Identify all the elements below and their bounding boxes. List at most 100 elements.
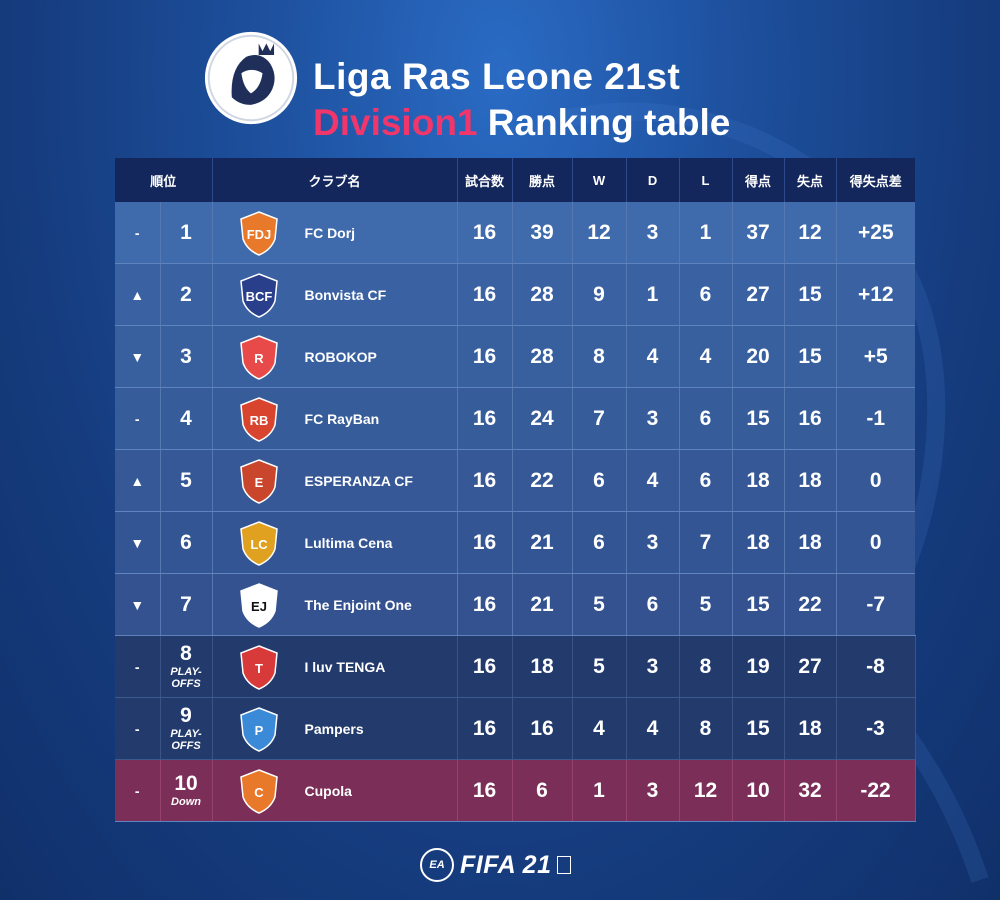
table-row: ▼ 7 EJ The Enjoint One 16 21 5 6 5 15 22 -7: [115, 573, 916, 636]
table-row: ▼ 6 LC Lultima Cena 16 21 6 3 7 18 18 0: [115, 511, 916, 574]
table-row: -4 RB FC RayBan 16 24 7 3 6 15 16 -1: [115, 387, 916, 450]
rank-cell: 4: [160, 387, 213, 450]
club-crest-icon: P: [239, 706, 278, 752]
stat-draws: 6: [626, 573, 680, 636]
stat-goals-for: 37: [732, 202, 785, 264]
stat-points: 21: [512, 573, 573, 636]
title-ranking-table: Ranking table: [477, 102, 731, 143]
fifa21-logo: FIFA 21: [460, 850, 552, 879]
rank-status-label: PLAY-OFFS: [170, 666, 202, 690]
stat-played: 16: [457, 449, 513, 512]
stat-goals-for: 18: [732, 511, 785, 574]
table-row: -10 Down C Cupola 16 6 1 3 12 10 32 -22: [115, 759, 916, 822]
club-crest-icon: BCF: [239, 272, 278, 318]
rank-number: 5: [180, 468, 192, 492]
stat-losses: 6: [679, 263, 733, 326]
svg-text:EJ: EJ: [251, 599, 267, 614]
stat-goals-against: 18: [784, 511, 837, 574]
stat-losses: 1: [679, 202, 733, 264]
club-name: Bonvista CF: [304, 286, 387, 303]
stat-goal-diff: 0: [836, 449, 916, 512]
rank-cell: 6: [160, 511, 213, 574]
stat-draws: 4: [626, 449, 680, 512]
rank-number: 10: [174, 772, 198, 795]
svg-text:E: E: [254, 475, 263, 490]
stat-goal-diff: +5: [836, 325, 916, 388]
stat-losses: 7: [679, 511, 733, 574]
title-line1: Liga Ras Leone 21st: [313, 56, 681, 97]
club-name: ESPERANZA CF: [304, 472, 413, 489]
stat-goals-against: 18: [784, 697, 837, 760]
stat-goals-for: 19: [732, 635, 785, 698]
stat-wins: 9: [572, 263, 627, 326]
stat-points: 6: [512, 759, 573, 822]
movement-indicator: ▲: [115, 449, 161, 512]
table-row: ▲ 2 BCF Bonvista CF 16 28 9 1 6 27 15 +12: [115, 263, 916, 326]
rank-cell: 7: [160, 573, 213, 636]
club-cell: P Pampers: [212, 697, 458, 760]
club-cell: BCF Bonvista CF: [212, 263, 458, 326]
stat-played: 16: [457, 263, 513, 326]
table-header-row: 順位 クラブ名 試合数 勝点 W D L 得点 失点 得失点差: [115, 158, 916, 202]
ranking-table: 順位 クラブ名 試合数 勝点 W D L 得点 失点 得失点差 - 1 FDJ FC …: [115, 158, 916, 822]
club-cell: RB FC RayBan: [212, 387, 458, 450]
club-name: I luv TENGA: [304, 658, 386, 675]
stat-goal-diff: +12: [836, 263, 916, 326]
stat-points: 39: [512, 202, 573, 264]
rank-number: 8: [180, 642, 192, 665]
stat-draws: 3: [626, 759, 680, 822]
table-row: -9 PLAY-OFFS P Pampers 16 16 4 4 8 15 18 -3: [115, 697, 916, 760]
rank-cell: 10 Down: [160, 759, 213, 822]
club-cell: C Cupola: [212, 759, 458, 822]
stat-played: 16: [457, 697, 513, 760]
club-crest-icon: LC: [239, 520, 278, 566]
stat-wins: 5: [572, 635, 627, 698]
stat-draws: 3: [626, 635, 680, 698]
stat-goals-against: 27: [784, 635, 837, 698]
header-w: W: [572, 158, 627, 202]
svg-text:T: T: [255, 661, 263, 676]
stat-goals-for: 15: [732, 387, 785, 450]
stat-played: 16: [457, 202, 513, 264]
stat-draws: 3: [626, 387, 680, 450]
stat-goals-against: 16: [784, 387, 837, 450]
header-d: D: [626, 158, 680, 202]
club-name: The Enjoint One: [304, 596, 412, 613]
svg-text:BCF: BCF: [245, 289, 272, 304]
league-lion-logo: [204, 31, 298, 125]
stat-goals-against: 12: [784, 202, 837, 264]
rank-number: 2: [180, 282, 192, 306]
stat-losses: 8: [679, 697, 733, 760]
movement-indicator: -: [115, 697, 161, 760]
stat-goal-diff: -3: [836, 697, 916, 760]
stat-goals-against: 15: [784, 325, 837, 388]
stat-goals-for: 20: [732, 325, 785, 388]
stat-losses: 5: [679, 573, 733, 636]
fifa-footer: EA FIFA 21: [420, 845, 580, 885]
svg-text:P: P: [254, 723, 263, 738]
rank-number: 7: [180, 592, 192, 616]
stat-goals-for: 18: [732, 449, 785, 512]
stat-points: 24: [512, 387, 573, 450]
stat-goals-against: 15: [784, 263, 837, 326]
rank-number: 3: [180, 344, 192, 368]
movement-indicator: ▼: [115, 573, 161, 636]
header-gf: 得点: [732, 158, 785, 202]
stat-points: 28: [512, 263, 573, 326]
stat-played: 16: [457, 759, 513, 822]
rank-status-label: Down: [171, 796, 201, 808]
movement-indicator: -: [115, 202, 161, 264]
stat-wins: 4: [572, 697, 627, 760]
club-cell: FDJ FC Dorj: [212, 202, 458, 264]
club-name: Lultima Cena: [304, 534, 393, 551]
stat-draws: 4: [626, 697, 680, 760]
club-crest-icon: RB: [239, 396, 278, 442]
club-cell: LC Lultima Cena: [212, 511, 458, 574]
club-crest-icon: C: [239, 768, 278, 814]
fifa-badge-icon: [556, 856, 571, 874]
club-cell: EJ The Enjoint One: [212, 573, 458, 636]
title-line2: Division1 Ranking table: [313, 102, 730, 144]
stat-points: 18: [512, 635, 573, 698]
club-cell: E ESPERANZA CF: [212, 449, 458, 512]
header: Liga Ras Leone 21st Division1 Ranking ta…: [0, 22, 1000, 143]
